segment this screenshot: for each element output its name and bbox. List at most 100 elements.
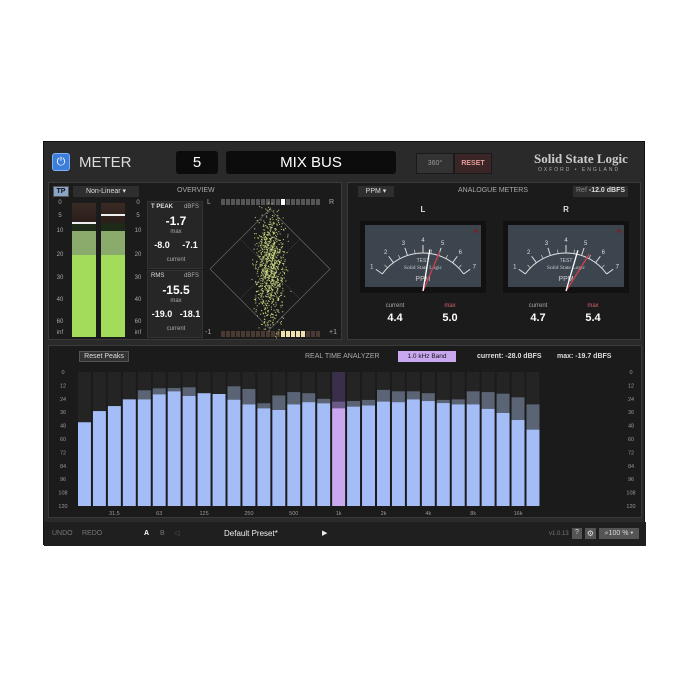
scale-tick-label: inf [56,330,64,336]
band-peak-hold [272,395,286,410]
scale-tick-label: 30 [134,275,142,281]
preset-prev-icon[interactable]: ◁ [174,530,180,537]
band-level-bar[interactable] [137,399,151,506]
band-peak-hold [362,399,375,406]
y-tick-label: 24 [628,397,634,403]
band-level-bar[interactable] [197,393,211,506]
current-label: current [385,303,405,309]
scope-axis [239,238,301,300]
preset-name[interactable]: Default Preset* [224,529,278,538]
band-level-bar[interactable] [332,408,346,506]
band-level-bar[interactable] [78,422,91,506]
band-level-bar[interactable] [451,404,465,506]
scale-mode-dropdown[interactable]: Non-Linear ▾ [73,186,139,197]
band-level-bar[interactable] [212,393,226,506]
scale-label: 2 [384,250,388,256]
band-level-bar[interactable] [436,403,450,506]
ab-a-button[interactable]: A [144,530,150,537]
scale-tick [404,247,408,256]
band-level-bar[interactable] [167,391,181,506]
x-tick-label: 2k [381,511,387,517]
band-level-bar[interactable] [227,399,241,506]
band-level-bar[interactable] [406,399,420,506]
band-level-bar[interactable] [257,408,271,506]
band-level-bar[interactable] [182,396,196,506]
zoom-dropdown[interactable]: ⌕100 % ▾ [599,528,639,539]
scale-label: 6 [602,250,606,256]
reset-button[interactable]: RESET [454,153,492,174]
band-peak-hold [436,399,450,404]
band-peak-hold [466,391,480,405]
band-level-bar[interactable] [242,404,256,506]
reset-peaks-button[interactable]: Reset Peaks [79,351,129,362]
band-level-bar[interactable] [122,399,136,506]
band-peak-hold [421,393,435,402]
band-level-bar[interactable] [317,403,331,506]
band-peak-hold [391,391,405,403]
band-peak-hold [287,392,301,405]
scale-tick-label: 10 [134,228,142,234]
help-button[interactable]: ? [572,528,582,539]
meter-channel-label: R [563,205,569,214]
chevron-down-icon: ▾ [382,188,387,195]
undo-button[interactable]: UNDO [52,530,73,537]
y-tick-label: 108 [626,491,635,497]
balance-segment [236,199,240,205]
correlation-segment [236,331,240,337]
band-level-bar[interactable] [466,404,480,506]
band-peak-hold [152,388,166,395]
x-tick-label: 8k [470,511,476,517]
balance-segment [231,199,235,205]
band-level-bar[interactable] [107,406,121,506]
power-button[interactable]: ⏻ [52,153,70,171]
360-button[interactable]: 360° [416,153,454,174]
peak-led [474,229,478,233]
band-level-bar[interactable] [152,394,166,506]
y-tick-label: 0 [61,370,64,376]
slot-number[interactable]: 5 [176,151,218,174]
max-needle [422,251,441,292]
scale-tick [531,255,537,263]
channel-level-bar [72,203,96,337]
y-tick-label: 48 [628,424,634,430]
band-level-bar[interactable] [421,401,435,506]
band-level-bar[interactable] [511,420,525,506]
scale-tick-label: 60 [134,319,142,325]
ab-b-button[interactable]: B [160,530,165,537]
band-level-bar[interactable] [362,405,375,507]
band-level-bar[interactable] [302,402,316,506]
rta-chart: 0 0 12 12 24 24 36 36 48 48 60 60 72 72 84 84 96 96 108 108… [58,370,635,517]
correlation-segment [256,331,260,337]
band-level-bar[interactable] [496,412,510,506]
reference-level[interactable]: Ref -12.0 dBFS [573,186,629,197]
current-label: current [528,303,548,309]
band-level-bar[interactable] [287,404,301,506]
y-tick-label: 36 [628,410,634,416]
meter-mode-dropdown[interactable]: PPM ▾ [358,186,394,197]
band-level-bar[interactable] [347,406,361,506]
test-mark-label: TEST [417,258,430,264]
preset-next-icon[interactable]: ▶ [322,530,328,537]
band-level-bar[interactable] [272,409,286,506]
y-tick-label: 72 [628,450,634,456]
footer-bar: UNDO REDO A B ◁ Default Preset* ▶ v1.0.1… [44,522,646,546]
x-tick-label: 63 [156,511,162,517]
band-level-bar[interactable] [377,401,390,506]
band-level-bar[interactable] [526,429,540,506]
band-level-bar[interactable] [92,411,106,506]
band-peak-hold [167,387,181,392]
redo-button[interactable]: REDO [82,530,103,537]
rms-current-label: current [166,326,186,332]
current-needle [565,250,579,292]
scale-tick [518,268,526,275]
scale-tick-label: 40 [56,297,64,303]
ref-label: Ref [576,187,587,194]
band-peak-hold [526,404,540,430]
band-level-bar[interactable] [481,408,495,506]
band-level-bar[interactable] [391,402,405,506]
settings-gear-icon[interactable]: ⚙ [585,528,596,539]
brand-subtitle: OXFORD • ENGLAND [538,167,621,173]
track-name[interactable]: MIX BUS [226,151,396,174]
balance-segment [256,199,260,205]
tp-toggle[interactable]: TP [53,186,69,197]
